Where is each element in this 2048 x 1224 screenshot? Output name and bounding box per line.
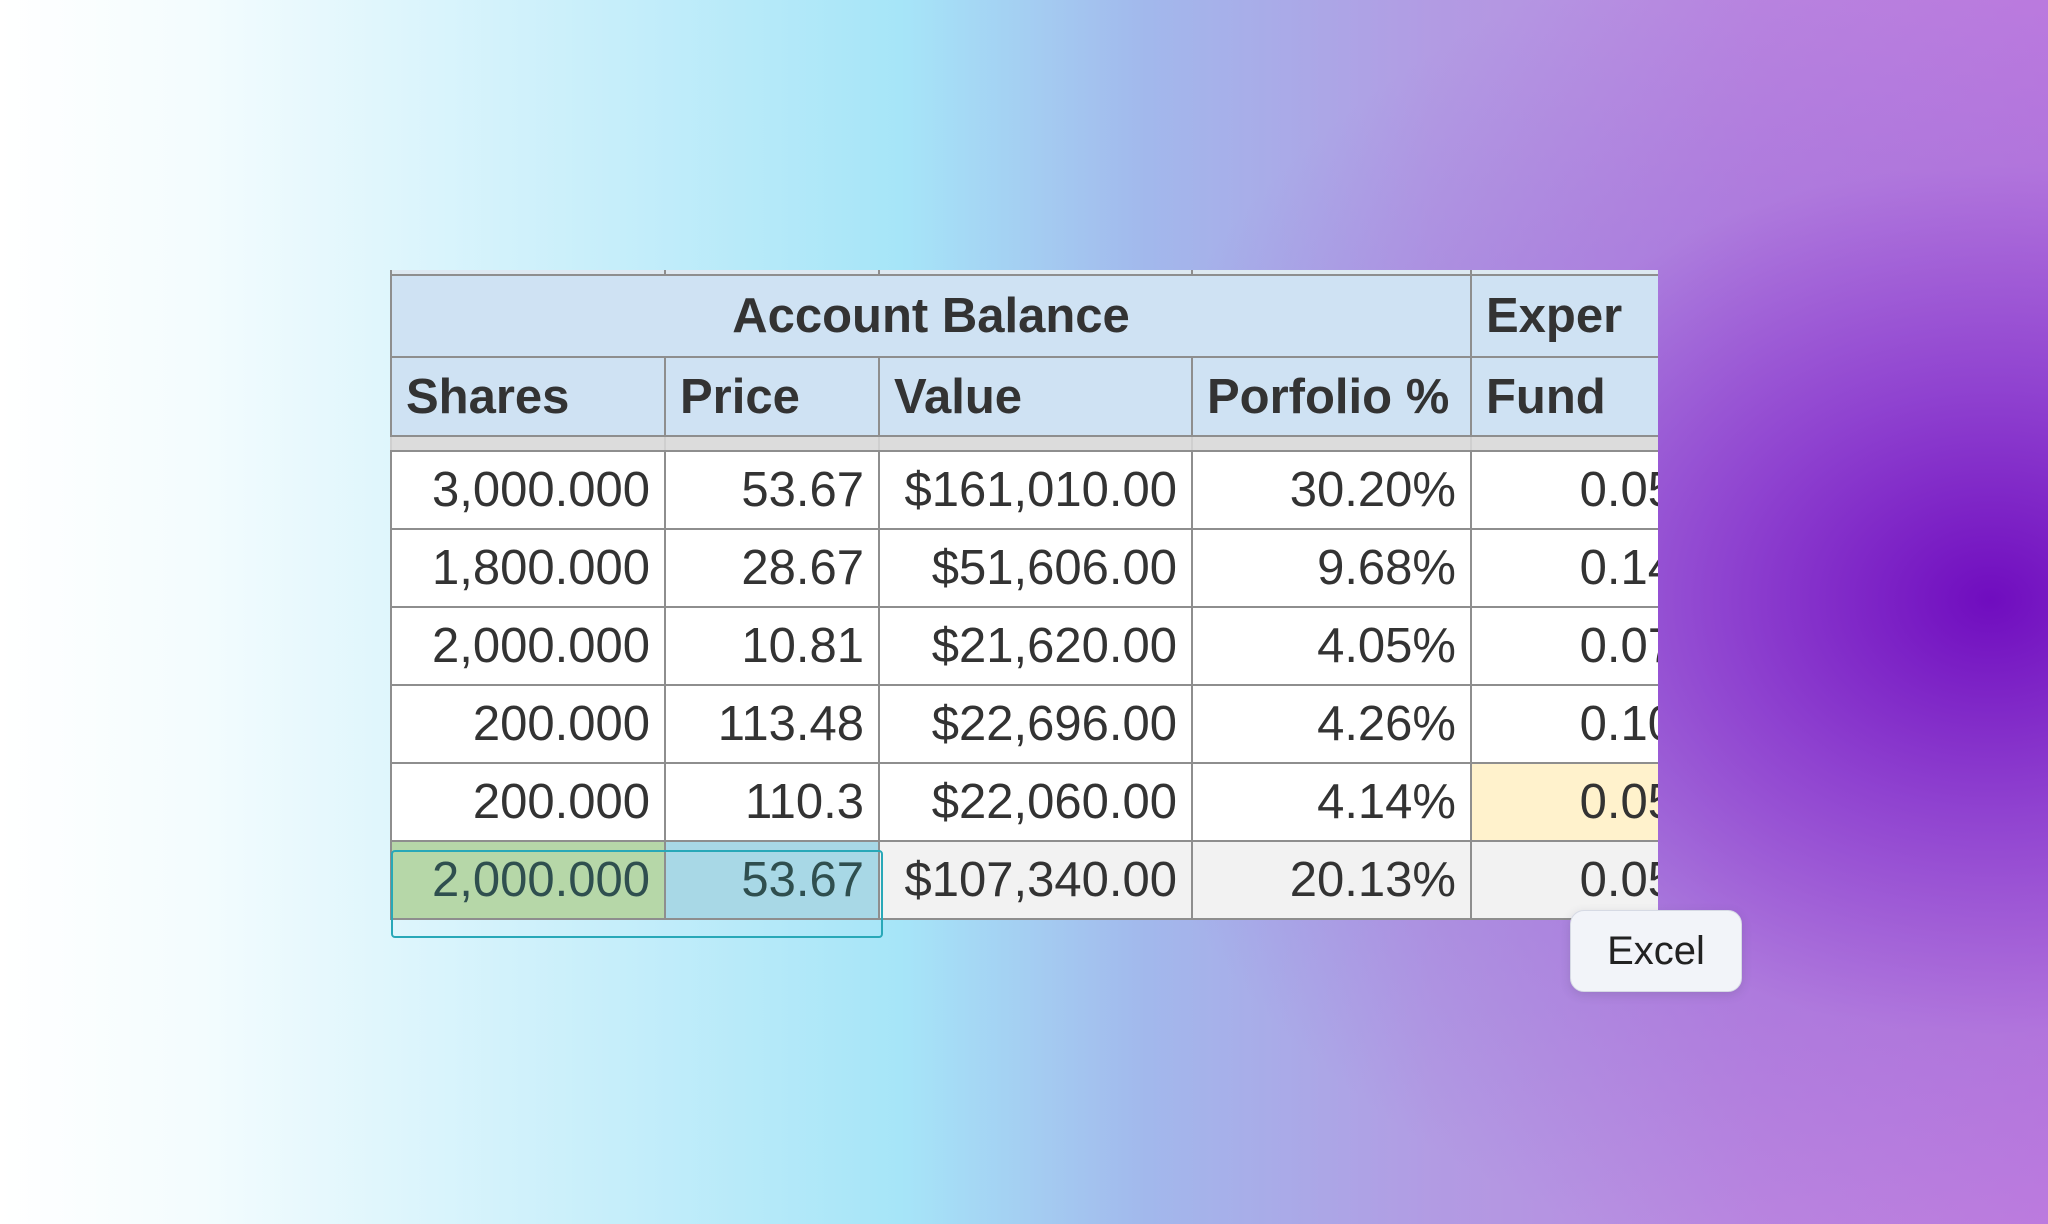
cell-value[interactable]: $22,060.00 [878, 762, 1193, 842]
group-header-account-balance[interactable]: Account Balance [390, 274, 1472, 358]
column-header-shares[interactable]: Shares [390, 356, 666, 437]
cell-portfolio[interactable]: 30.20% [1191, 450, 1472, 530]
group-header-expense[interactable]: Exper [1470, 274, 1658, 358]
cell-fund[interactable]: 0.14 [1470, 528, 1658, 608]
cell-shares[interactable]: 3,000.000 [390, 450, 666, 530]
cell-value[interactable]: $51,606.00 [878, 528, 1193, 608]
cell-portfolio[interactable]: 4.14% [1191, 762, 1472, 842]
table-row: 1,800.000 28.67 $51,606.00 9.68% 0.14 [390, 528, 1658, 608]
table-row: 3,000.000 53.67 $161,010.00 30.20% 0.05 [390, 450, 1658, 530]
cell-shares[interactable]: 200.000 [390, 684, 666, 764]
cell-value[interactable]: $21,620.00 [878, 606, 1193, 686]
cell-fund[interactable]: 0.05 [1470, 762, 1658, 842]
cell-price[interactable]: 113.48 [664, 684, 880, 764]
table-top-edge [390, 270, 1658, 276]
cell-portfolio[interactable]: 4.05% [1191, 606, 1472, 686]
cell-fund[interactable]: 0.07 [1470, 606, 1658, 686]
cell-portfolio[interactable]: 9.68% [1191, 528, 1472, 608]
cell-value[interactable]: $22,696.00 [878, 684, 1193, 764]
column-header-value[interactable]: Value [878, 356, 1193, 437]
cell-shares-selected[interactable]: 2,000.000 [390, 840, 666, 920]
group-header-row: Account Balance Exper [390, 274, 1658, 358]
tooltip-label: Excel [1607, 928, 1705, 973]
cell-price[interactable]: 10.81 [664, 606, 880, 686]
column-header-portfolio[interactable]: Porfolio % [1191, 356, 1472, 437]
table-row: 200.000 110.3 $22,060.00 4.14% 0.05 [390, 762, 1658, 842]
cell-fund[interactable]: 0.05 [1470, 840, 1658, 920]
cell-shares[interactable]: 2,000.000 [390, 606, 666, 686]
column-header-fund[interactable]: Fund [1470, 356, 1658, 437]
table-row: 2,000.000 53.67 $107,340.00 20.13% 0.05 [390, 840, 1658, 920]
column-header-price[interactable]: Price [664, 356, 880, 437]
cell-fund[interactable]: 0.05 [1470, 450, 1658, 530]
cell-fund[interactable]: 0.10 [1470, 684, 1658, 764]
table-row: 2,000.000 10.81 $21,620.00 4.05% 0.07 [390, 606, 1658, 686]
excel-tooltip: Excel [1570, 910, 1742, 992]
cell-price[interactable]: 110.3 [664, 762, 880, 842]
cell-price[interactable]: 53.67 [664, 450, 880, 530]
cell-portfolio[interactable]: 4.26% [1191, 684, 1472, 764]
cell-price[interactable]: 28.67 [664, 528, 880, 608]
cell-portfolio[interactable]: 20.13% [1191, 840, 1472, 920]
cell-shares[interactable]: 200.000 [390, 762, 666, 842]
cell-value[interactable]: $107,340.00 [878, 840, 1193, 920]
cell-price-selected[interactable]: 53.67 [664, 840, 880, 920]
cell-shares[interactable]: 1,800.000 [390, 528, 666, 608]
cell-value[interactable]: $161,010.00 [878, 450, 1193, 530]
spreadsheet: Account Balance Exper Shares Price Value… [390, 270, 1658, 953]
header-separator [390, 435, 1658, 452]
table-row: 200.000 113.48 $22,696.00 4.26% 0.10 [390, 684, 1658, 764]
account-table: Account Balance Exper Shares Price Value… [390, 270, 1658, 920]
column-header-row: Shares Price Value Porfolio % Fund [390, 356, 1658, 437]
